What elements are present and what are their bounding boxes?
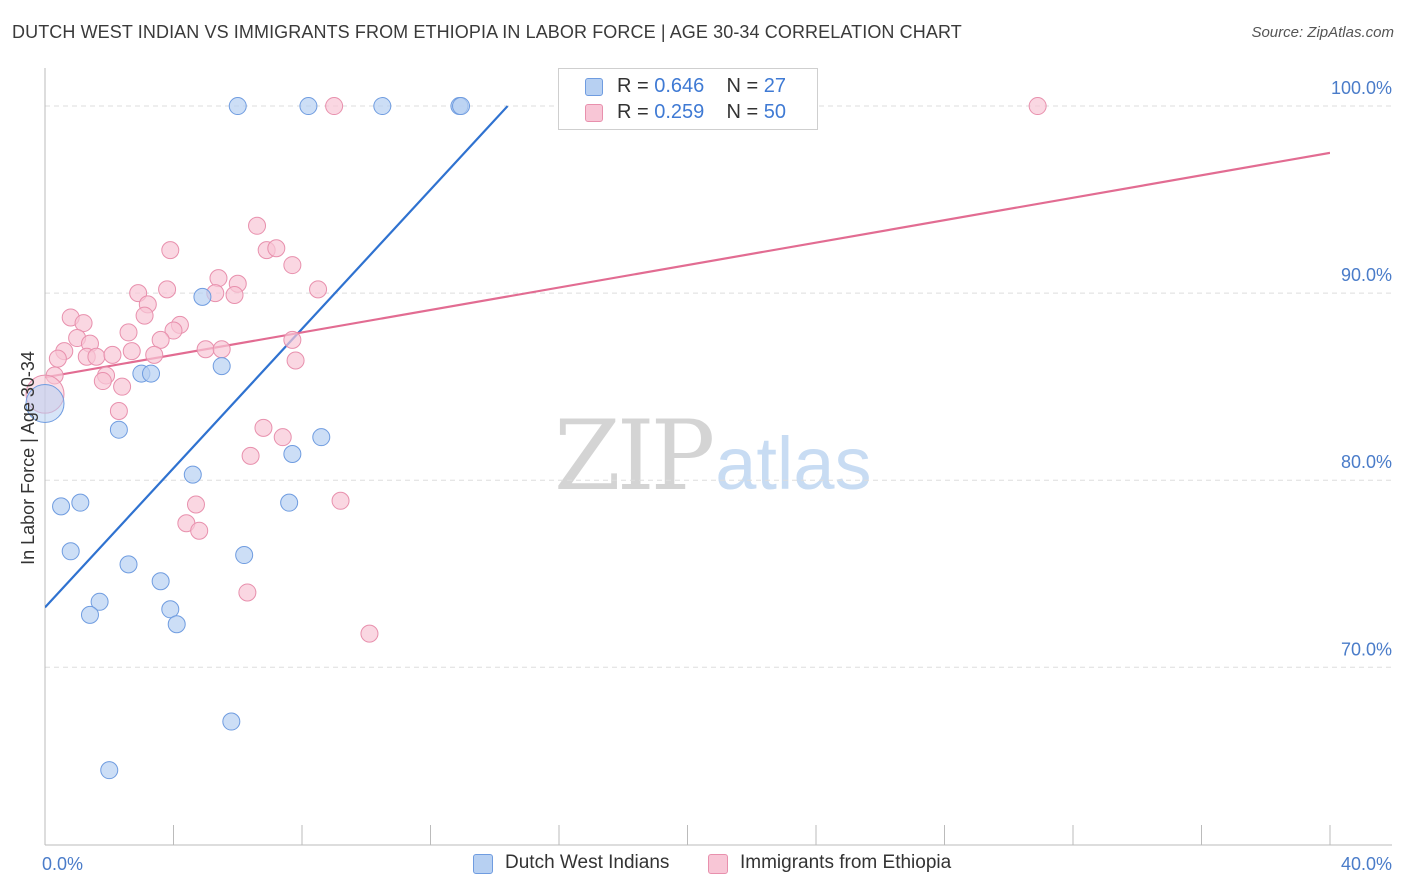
point-dutch-west-indian: [312, 428, 331, 447]
point-ethiopia: [1028, 97, 1047, 116]
point-ethiopia: [286, 351, 305, 370]
legend-swatch-blue: [585, 78, 603, 96]
legend-n-value: 50: [763, 101, 787, 123]
point-ethiopia: [331, 491, 350, 510]
legend-n-value: 27: [763, 75, 787, 97]
legend-n-label: N =: [726, 75, 759, 97]
point-dutch-west-indian: [373, 97, 392, 116]
watermark-atlas: atlas: [715, 422, 872, 505]
point-ethiopia: [241, 446, 260, 465]
source-label: Source: ZipAtlas.com: [1251, 24, 1394, 41]
point-dutch-west-indian: [280, 493, 299, 512]
x-tick-label-min: 0.0%: [42, 854, 83, 874]
point-dutch-west-indian: [193, 287, 212, 306]
point-ethiopia: [119, 323, 138, 342]
point-ethiopia: [103, 345, 122, 364]
y-tick-label: 80.0%: [1341, 452, 1392, 472]
trend-lines: [45, 105, 1330, 609]
point-dutch-west-indian: [151, 572, 170, 591]
point-dutch-west-indian: [212, 357, 231, 376]
point-dutch-west-indian: [183, 465, 202, 484]
point-ethiopia: [87, 347, 106, 366]
bottom-legend-swatch-blue: [473, 854, 493, 874]
point-dutch-west-indian: [142, 364, 161, 383]
point-ethiopia: [267, 239, 286, 258]
point-ethiopia: [283, 256, 302, 275]
bottom-legend-label: Immigrants from Ethiopia: [740, 852, 952, 873]
point-ethiopia: [151, 330, 170, 349]
point-ethiopia: [209, 269, 228, 288]
point-dutch-west-indian: [228, 97, 247, 116]
point-ethiopia: [164, 321, 183, 340]
watermark: ZIPatlas: [554, 400, 872, 512]
point-ethiopia: [212, 340, 231, 359]
point-ethiopia: [93, 372, 112, 391]
point-ethiopia: [283, 330, 302, 349]
point-ethiopia: [74, 314, 93, 333]
y-tick-label: 70.0%: [1341, 639, 1392, 659]
legend-r-label: R =: [617, 75, 649, 97]
point-ethiopia: [238, 583, 257, 602]
legend-n-label: N =: [726, 101, 759, 123]
point-dutch-west-indian: [109, 420, 128, 439]
legend-r-label: R =: [617, 101, 649, 123]
point-ethiopia: [145, 345, 164, 364]
point-ethiopia: [196, 340, 215, 359]
point-dutch-west-indian: [90, 592, 109, 611]
point-ethiopia: [109, 401, 128, 420]
point-ethiopia: [186, 495, 205, 514]
point-ethiopia: [158, 280, 177, 299]
point-ethiopia: [122, 342, 141, 361]
legend-swatch-pink: [585, 104, 603, 122]
legend-r-value: 0.646: [654, 75, 705, 97]
point-dutch-west-indian: [119, 555, 138, 574]
point-dutch-west-indian: [52, 497, 71, 516]
point-dutch-west-indian: [222, 712, 241, 731]
correlation-legend: R = 0.646 N = 27 R = 0.259 N = 50: [558, 68, 818, 130]
watermark-zip: ZIP: [554, 400, 715, 512]
point-dutch-west-indian: [161, 600, 180, 619]
point-ethiopia: [325, 97, 344, 116]
bottom-legend-swatch-pink: [708, 854, 728, 874]
axes: [44, 68, 1392, 846]
point-dutch-west-indian: [283, 445, 302, 464]
point-ethiopia: [135, 306, 154, 325]
trendline-ethiopia: [45, 151, 1330, 379]
point-dutch-west-indian: [71, 493, 90, 512]
bottom-legend-label: Dutch West Indians: [505, 852, 670, 873]
point-ethiopia: [360, 624, 379, 643]
chart-title: DUTCH WEST INDIAN VS IMMIGRANTS FROM ETH…: [12, 22, 962, 42]
x-tick-label-max: 40.0%: [1341, 854, 1392, 874]
y-tick-label: 90.0%: [1341, 265, 1392, 285]
point-ethiopia: [113, 377, 132, 396]
y-axis-title: In Labor Force | Age 30-34: [18, 351, 38, 565]
point-ethiopia: [190, 521, 209, 540]
point-dutch-west-indian: [167, 615, 186, 634]
point-ethiopia: [309, 280, 328, 299]
point-ethiopia: [161, 241, 180, 260]
point-ethiopia: [273, 428, 292, 447]
y-tick-label: 100.0%: [1331, 78, 1392, 98]
tick-labels: 70.0% 80.0% 90.0% 100.0% 0.0% 40.0%: [42, 78, 1392, 874]
trendline-dutch-west-indians: [45, 105, 509, 609]
point-dutch-west-indian: [80, 605, 99, 624]
point-dutch-west-indian: [452, 97, 471, 116]
point-dutch-west-indian: [100, 761, 119, 780]
point-ethiopia: [48, 349, 67, 368]
point-dutch-west-indian: [25, 384, 65, 424]
point-dutch-west-indian: [235, 546, 254, 565]
point-ethiopia: [225, 286, 244, 305]
point-ethiopia: [254, 418, 273, 437]
data-points: [25, 97, 1047, 780]
point-dutch-west-indian: [61, 542, 80, 561]
point-ethiopia: [248, 216, 267, 235]
grid-lines: [45, 105, 1392, 668]
point-dutch-west-indian: [299, 97, 318, 116]
legend-r-value: 0.259: [654, 101, 705, 123]
